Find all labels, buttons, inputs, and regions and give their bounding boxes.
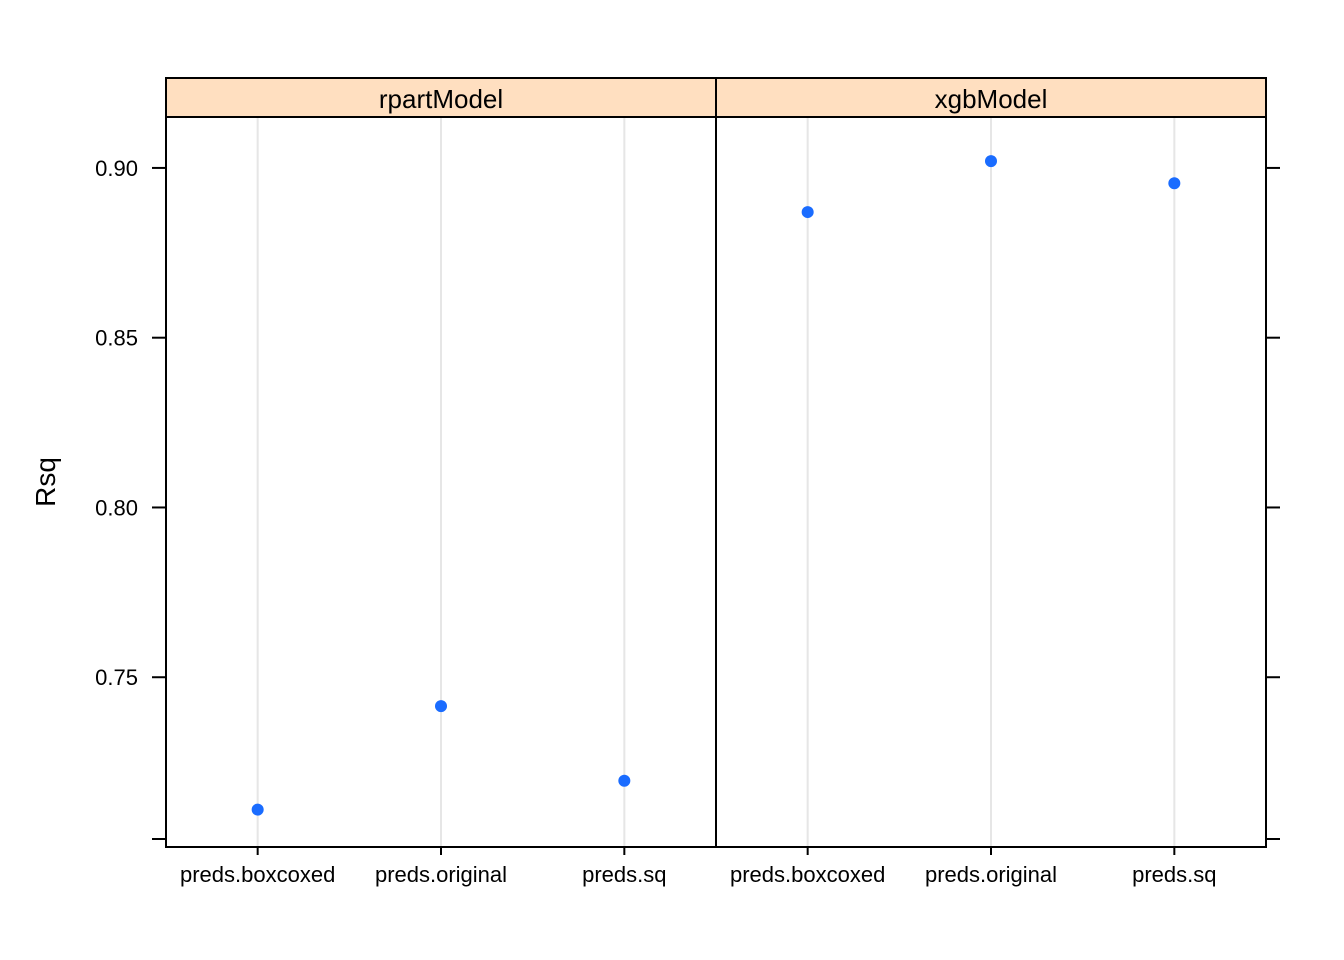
point-rpartModel-preds.sq (618, 774, 631, 787)
x-tick-label: preds.sq (582, 862, 666, 887)
point-xgbModel-preds.original (985, 155, 997, 168)
y-tick-label: 0.90 (95, 156, 138, 181)
strip-rpartModel (165, 77, 717, 118)
x-tick-label: preds.sq (1132, 862, 1216, 887)
y-axis: 0.75 0.80 0.85 0.90 (95, 156, 1280, 840)
panel-rpartModel: rpartModel preds.boxcoxed preds.original pr… (165, 77, 717, 887)
panel-xgbModel: xgbModel preds.boxcoxed preds.original pred… (715, 77, 1267, 887)
x-tick-label: preds.boxcoxed (730, 862, 885, 887)
point-rpartModel-preds.boxcoxed (251, 803, 264, 816)
y-tick-label: 0.85 (95, 326, 138, 351)
strip-label: xgbModel (935, 84, 1048, 114)
strip-xgbModel (715, 77, 1267, 118)
point-rpartModel-preds.original (435, 700, 447, 713)
point-xgbModel-preds.sq (1168, 177, 1181, 190)
strip-label: rpartModel (379, 84, 503, 114)
y-tick-label: 0.75 (95, 665, 138, 690)
y-tick-label: 0.80 (95, 495, 138, 520)
x-tick-label: preds.boxcoxed (180, 862, 335, 887)
x-tick-label: preds.original (925, 862, 1057, 887)
point-xgbModel-preds.boxcoxed (801, 206, 814, 219)
x-tick-label: preds.original (375, 862, 507, 887)
y-axis-title: Rsq (30, 457, 61, 507)
